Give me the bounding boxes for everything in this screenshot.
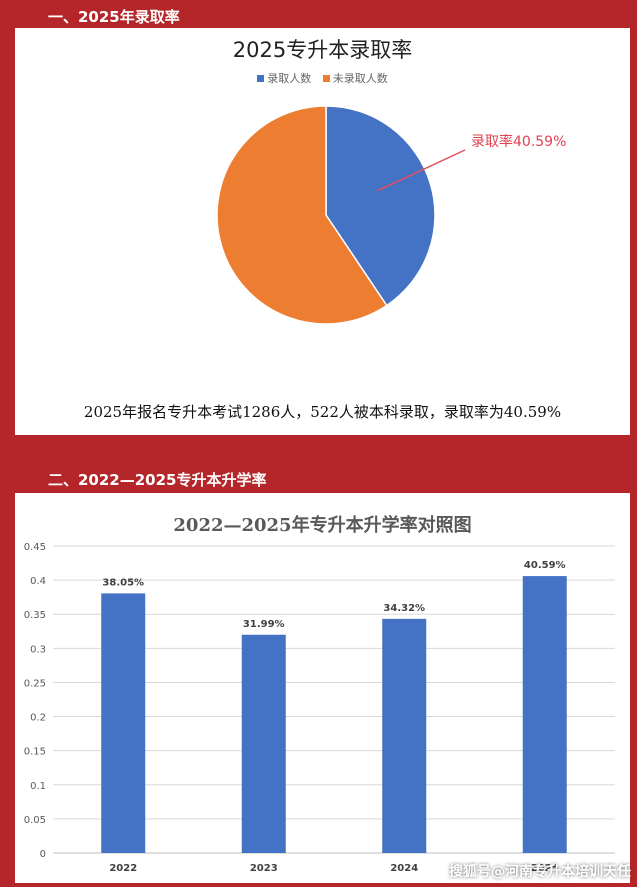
bar-2024: [382, 618, 427, 853]
y-tick-label: 0.1: [30, 781, 46, 792]
annotation-leader-line: [376, 149, 466, 192]
pie-chart-panel: 2025专升本录取率 录取人数 未录取人数 录取率40.59% 2025年报名专…: [15, 28, 630, 435]
legend-swatch-admitted: [257, 74, 265, 82]
bar-data-label: 31.99%: [243, 619, 285, 630]
bar-chart: 0 0.05 0.1 0.15 0.2 0.25 0.3 0.35 0.4 0.45 38.05% 2…: [24, 542, 615, 874]
pie-slice-admitted: [325, 105, 436, 307]
x-tick-label: 2025: [531, 863, 559, 874]
pie-legend: 录取人数 未录取人数: [15, 70, 630, 86]
pie-annotation: 录取率40.59%: [471, 133, 566, 150]
bar-2022: [101, 593, 146, 853]
y-tick-label: 0.3: [30, 644, 46, 655]
bar-2025: [522, 576, 567, 853]
bar-data-label: 40.59%: [524, 560, 566, 571]
y-tick-label: 0: [40, 849, 46, 860]
bar-data-label: 38.05%: [102, 577, 144, 588]
y-tick-label: 0.15: [24, 747, 46, 758]
y-tick-label: 0.25: [24, 678, 46, 689]
y-tick-label: 0.35: [24, 610, 46, 621]
watermark: 搜狐号@河南专升本培训天任: [449, 864, 631, 880]
section-title-rate-comparison: 二、2022—2025专升本升学率: [48, 471, 267, 489]
y-tick-label: 0.2: [30, 713, 46, 724]
bar-chart-title: 2022—2025年专升本升学率对照图: [173, 515, 472, 536]
y-tick-label: 0.05: [24, 815, 46, 826]
y-tick-label: 0.45: [24, 542, 46, 553]
legend-item-not-admitted: 未录取人数: [322, 70, 388, 86]
x-tick-label: 2022: [109, 863, 137, 874]
pie-chart-title: 2025专升本录取率: [232, 38, 413, 62]
x-tick-label: 2024: [390, 863, 418, 874]
legend-label-admitted: 录取人数: [267, 72, 312, 85]
pie-slice-not-admitted: [216, 105, 388, 325]
bar-2023: [241, 634, 286, 853]
legend-swatch-not-admitted: [322, 74, 330, 82]
x-tick-label: 2023: [250, 863, 278, 874]
bar-chart-panel: 2022—2025年专升本升学率对照图 0 0.05 0.1 0.15 0.2 0.25 0…: [15, 493, 630, 883]
y-tick-label: 0.4: [30, 576, 46, 587]
legend-label-not-admitted: 未录取人数: [332, 72, 388, 85]
bar-data-label: 34.32%: [383, 603, 425, 614]
pie-caption: 2025年报名专升本考试1286人，522人被本科录取，录取率为40.59%: [83, 403, 562, 421]
section-title-admission-rate: 一、2025年录取率: [48, 8, 180, 26]
legend-item-admitted: 录取人数: [257, 70, 311, 86]
pie-chart: 录取率40.59%: [216, 105, 566, 325]
